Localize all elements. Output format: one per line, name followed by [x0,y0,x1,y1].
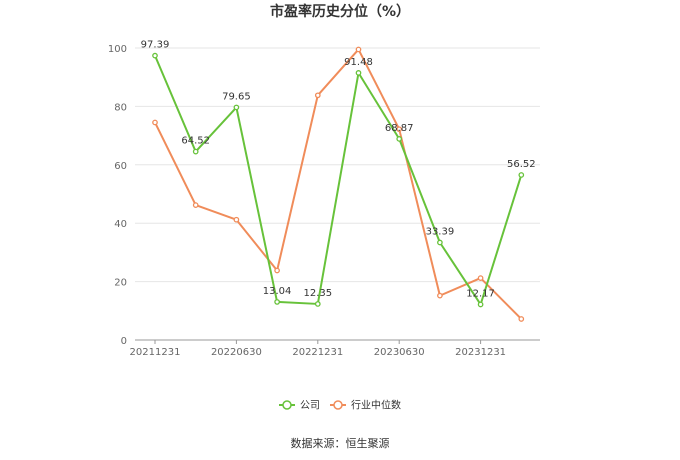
y-tick-label: 0 [121,336,127,347]
data-label: 68.87 [385,123,414,134]
x-tick-label: 20220630 [211,347,262,358]
data-point [396,136,403,142]
data-point [314,301,321,307]
data-point [314,92,321,99]
x-tick-label: 20211231 [130,347,181,358]
data-label: 33.39 [426,227,455,238]
y-tick-label: 20 [114,278,127,289]
data-point [192,148,199,155]
data-point [396,126,403,133]
data-label: 97.39 [141,40,170,51]
data-point [437,239,443,246]
data-point [437,292,443,299]
y-tick-label: 60 [114,161,127,172]
y-tick-label: 40 [114,219,127,230]
data-label: 12.35 [303,288,332,299]
data-point [233,216,240,223]
legend: 公司 行业中位数 [279,399,401,412]
data-point [152,119,158,126]
data-point [518,172,525,178]
source-note: 数据来源：恒生聚源 [291,436,390,450]
data-point [355,46,362,53]
data-point [233,104,240,111]
data-point [477,275,484,281]
data-label: 12.17 [466,288,495,299]
x-tick-label: 20230630 [374,347,425,358]
data-point [274,299,280,305]
legend-marker [333,400,343,410]
data-label: 64.52 [181,136,210,147]
series-layer [152,46,525,322]
data-point [355,70,362,76]
legend-label: 行业中位数 [351,399,401,412]
series-line [154,48,523,320]
chart-title: 市盈率历史分位（%） [270,3,410,20]
data-point [274,267,280,274]
x-tick-label: 20221231 [292,347,343,358]
data-labels: 97.39 64.52 79.65 13.04 12.35 91.48 68.87 33.39… [141,40,536,300]
x-tick-label: 20231231 [455,347,506,358]
data-label: 79.65 [222,91,251,102]
series-line [154,55,523,306]
legend-label: 公司 [300,401,320,412]
data-point [518,316,525,322]
data-label: 13.04 [263,286,292,297]
y-tick-label: 100 [108,44,127,55]
grid [135,47,540,283]
data-point [152,52,158,59]
y-tick-label: 80 [114,102,127,113]
axes: 0 20 40 60 80 100 20211231 20220630 20221231 2023… [108,44,540,358]
data-label: 56.52 [507,159,536,170]
data-point [477,301,484,308]
legend-marker [282,400,292,410]
data-point [192,202,199,208]
data-label: 91.48 [344,57,373,68]
